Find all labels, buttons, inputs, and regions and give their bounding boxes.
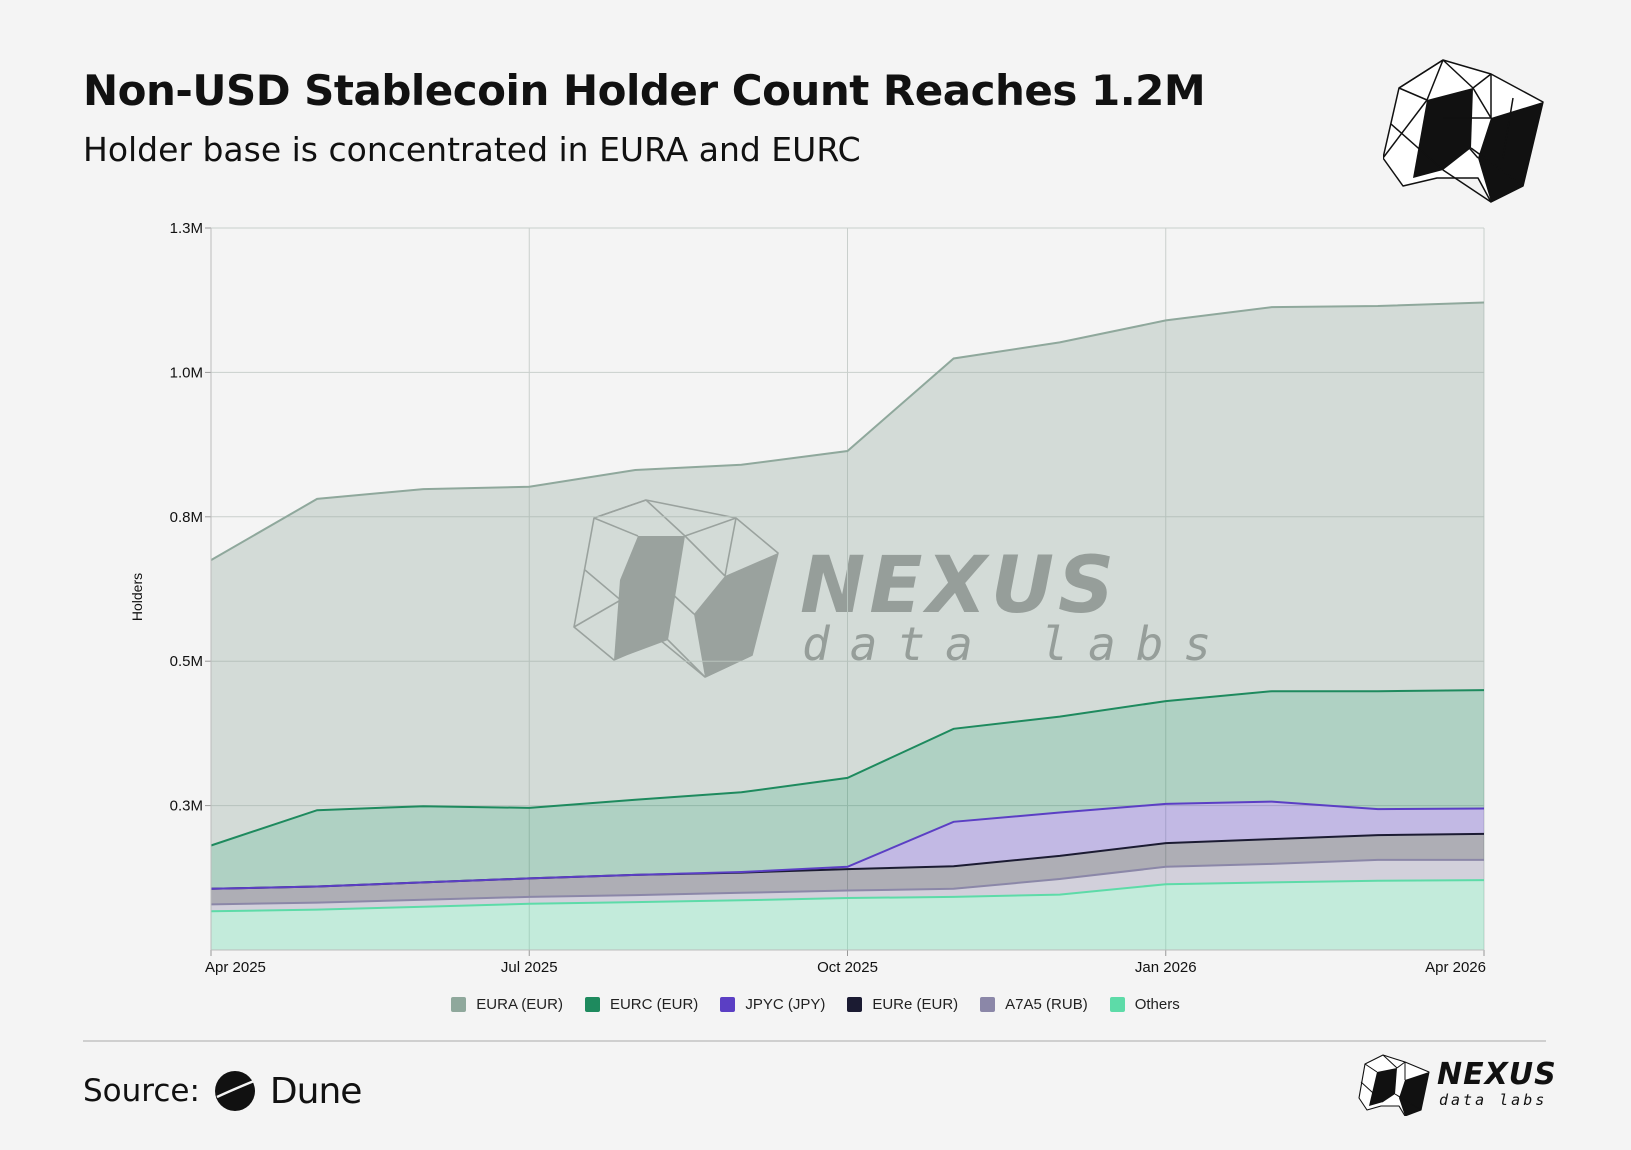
area-others: [211, 880, 1484, 950]
x-tick-label: Apr 2025: [205, 959, 266, 976]
legend-swatch: [847, 997, 863, 1012]
legend-item[interactable]: EURA (EUR): [451, 996, 563, 1013]
line-eurc-eur: [210, 689, 1485, 847]
legend-swatch: [980, 997, 996, 1012]
x-tick-label: Oct 2025: [817, 959, 878, 976]
legend-swatch: [1109, 997, 1125, 1012]
legend-item[interactable]: EURC (EUR): [584, 996, 699, 1013]
y-tick-label: 1.0M: [170, 364, 203, 381]
dune-wordmark: Dune: [269, 1070, 363, 1112]
x-tick-label: Apr 2026: [1425, 959, 1486, 976]
nexus-logo-icon: [1383, 59, 1544, 203]
dune-logo-icon: [214, 1071, 255, 1111]
nexus-brand-footer: NEXUS data labs: [1357, 1054, 1556, 1116]
line-jpyc-jpy: [210, 800, 1485, 890]
area-a7a5-rub: [211, 859, 1484, 912]
page-title: Non-USD Stablecoin Holder Count Reaches …: [83, 66, 1206, 115]
legend-label: Others: [1134, 996, 1180, 1013]
source-credit: Source: Dune: [83, 1070, 363, 1112]
y-tick-label: 0.5M: [170, 653, 203, 670]
legend-swatch: [451, 997, 467, 1012]
legend-swatch: [584, 997, 600, 1012]
legend-label: EURe (EUR): [872, 996, 959, 1013]
y-axis-label: Holders: [129, 573, 145, 621]
line-eura-eur: [210, 301, 1485, 561]
y-tick-label: 1.3M: [170, 220, 203, 237]
legend-item[interactable]: EURe (EUR): [847, 996, 958, 1013]
brand-word: NEXUS: [1437, 1057, 1557, 1092]
y-tick-label: 0.3M: [170, 798, 203, 815]
legend-item[interactable]: A7A5 (RUB): [980, 996, 1088, 1013]
legend-label: JPYC (JPY): [745, 996, 826, 1013]
legend-label: EURC (EUR): [609, 996, 699, 1013]
area-jpyc-jpy: [211, 801, 1484, 889]
area-eurc-eur: [211, 690, 1484, 889]
x-tick-label: Jan 2026: [1135, 959, 1197, 976]
legend-label: EURA (EUR): [476, 996, 563, 1013]
x-tick-label: Jul 2025: [501, 959, 558, 976]
area-eura-eur: [211, 302, 1484, 846]
legend-label: A7A5 (RUB): [1005, 996, 1088, 1013]
page-subtitle: Holder base is concentrated in EURA and …: [83, 130, 861, 169]
chart-legend: EURA (EUR) EURC (EUR) JPYC (JPY) EURe (EUR)…: [0, 996, 1631, 1013]
brand-sub: data labs: [1439, 1091, 1548, 1109]
legend-item[interactable]: JPYC (JPY): [720, 996, 825, 1013]
watermark-word: NEXUS: [800, 541, 1118, 631]
stacked-area-chart: NEXUS data labs 0.3M 0.5M 0.8M 1.0M 1.3M Apr …: [129, 220, 1486, 976]
y-tick-label: 0.8M: [170, 509, 203, 526]
source-label: Source:: [83, 1073, 200, 1109]
nexus-watermark: NEXUS data labs: [573, 499, 1231, 678]
line-a7a5-rub: [210, 858, 1484, 906]
watermark-sub: data labs: [802, 617, 1231, 671]
legend-item[interactable]: Others: [1109, 996, 1180, 1013]
legend-swatch: [720, 997, 736, 1012]
nexus-small-logo-icon: [1358, 1054, 1430, 1116]
footer-divider: [83, 1040, 1546, 1042]
line-others: [210, 879, 1485, 913]
